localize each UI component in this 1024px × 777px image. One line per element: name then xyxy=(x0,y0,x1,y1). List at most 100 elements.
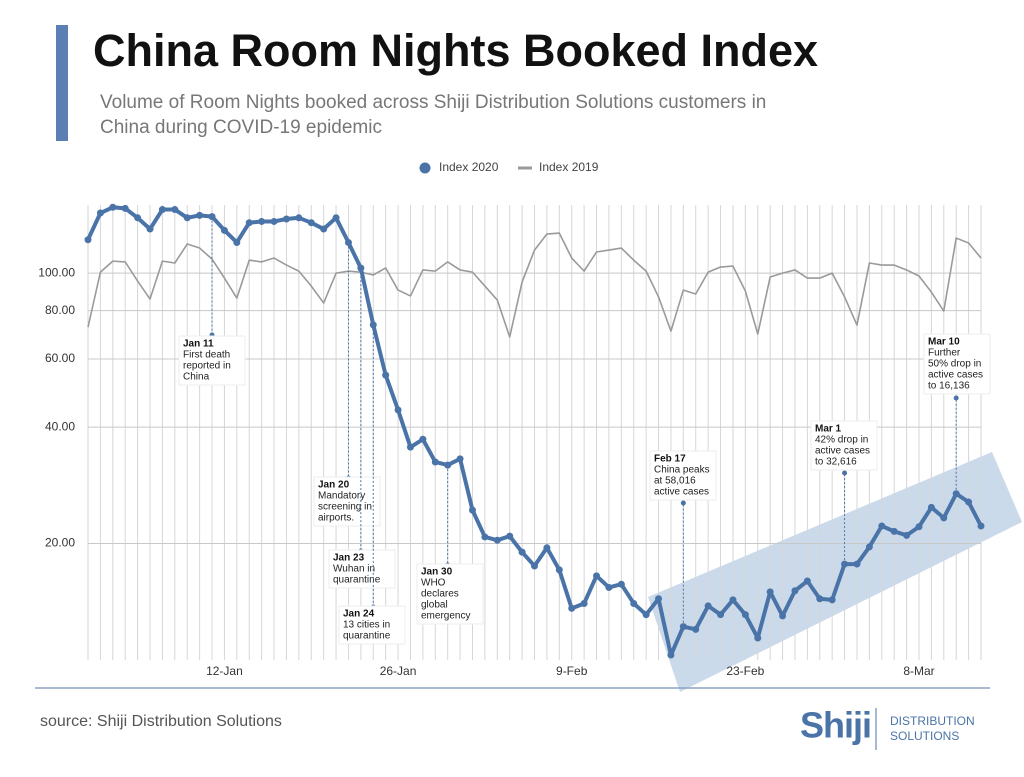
y-tick-label: 40.00 xyxy=(45,419,75,433)
point xyxy=(555,566,563,574)
annotation-text: China xyxy=(183,372,210,383)
annotation-text: 42% drop in xyxy=(815,435,868,446)
point xyxy=(593,572,601,580)
point xyxy=(431,458,439,466)
point xyxy=(468,506,476,514)
x-tick-label: 9-Feb xyxy=(556,664,588,678)
chart-subtitle: China during COVID-19 epidemic xyxy=(100,117,382,138)
point xyxy=(134,214,142,222)
point xyxy=(915,523,923,531)
annotation-box xyxy=(923,333,991,395)
point xyxy=(481,533,489,541)
point xyxy=(791,587,799,595)
point xyxy=(258,217,266,225)
annotation-text: quarantine xyxy=(343,631,391,642)
annotation-dot xyxy=(680,500,686,506)
annotation-text: airports. xyxy=(318,513,354,524)
chart-title: China Room Nights Booked Index xyxy=(93,25,818,76)
point xyxy=(605,583,613,591)
point xyxy=(394,406,402,414)
annotation-title: Mar 1 xyxy=(815,424,842,435)
point xyxy=(803,577,811,585)
point xyxy=(171,206,179,214)
point xyxy=(617,580,625,588)
logo-text: SOLUTIONS xyxy=(890,729,959,743)
annotation-title: Jan 23 xyxy=(333,553,365,564)
point xyxy=(295,214,303,222)
annotation-text: active cases xyxy=(815,446,870,457)
point xyxy=(965,498,973,506)
point xyxy=(506,532,514,540)
point xyxy=(816,595,824,603)
x-tick-label: 8-Mar xyxy=(903,664,934,678)
annotation-title: Feb 17 xyxy=(654,454,686,465)
point xyxy=(109,203,117,211)
annotation-title: Jan 30 xyxy=(421,567,453,578)
point xyxy=(245,219,253,227)
annotation-text: WHO xyxy=(421,578,446,589)
point xyxy=(865,543,873,551)
point xyxy=(704,602,712,610)
point xyxy=(531,562,538,570)
x-tick-label: 26-Jan xyxy=(380,664,417,678)
point xyxy=(233,238,241,246)
legend-label: Index 2020 xyxy=(439,160,499,174)
point xyxy=(543,544,551,552)
point xyxy=(406,443,414,451)
source: source: Shiji Distribution Solutions xyxy=(40,713,282,730)
point xyxy=(741,611,749,619)
annotation-text: active cases xyxy=(654,487,709,498)
x-tick-label: 23-Feb xyxy=(726,664,764,678)
point xyxy=(853,560,861,568)
annotation-text: reported in xyxy=(183,361,231,372)
point xyxy=(419,435,427,443)
point xyxy=(158,206,166,214)
y-tick-label: 60.00 xyxy=(45,351,75,365)
point xyxy=(630,599,638,607)
annotation-text: declares xyxy=(421,589,459,600)
annotation-text: emergency xyxy=(421,611,470,622)
annotation-text: Mandatory xyxy=(318,491,365,502)
point xyxy=(220,226,228,234)
point xyxy=(282,215,290,223)
annotation-title: Mar 10 xyxy=(928,337,960,348)
annotation-box xyxy=(178,335,246,386)
annotation-title: Jan 24 xyxy=(343,609,375,620)
y-tick-label: 20.00 xyxy=(45,536,75,550)
chart-subtitle: Volume of Room Nights booked across Shij… xyxy=(100,92,766,113)
point xyxy=(121,204,129,212)
point xyxy=(890,527,898,535)
point xyxy=(779,612,787,620)
point xyxy=(270,217,278,225)
point xyxy=(146,225,154,233)
point xyxy=(493,536,501,544)
point xyxy=(903,531,911,539)
annotation-text: global xyxy=(421,600,448,611)
point xyxy=(382,371,390,379)
point xyxy=(667,651,675,659)
point xyxy=(183,214,191,222)
y-tick-label: 100.00 xyxy=(38,265,75,279)
annotation-box xyxy=(338,605,406,645)
point xyxy=(828,596,836,604)
annotation-title: Jan 20 xyxy=(318,480,350,491)
y-tick-label: 80.00 xyxy=(45,303,75,317)
annotation-box xyxy=(313,476,381,527)
annotation-text: to 16,136 xyxy=(928,381,970,392)
annotation-box xyxy=(649,450,717,501)
annotation-title: Jan 11 xyxy=(183,339,214,350)
point xyxy=(518,548,526,556)
logo: Shiji xyxy=(800,705,871,746)
point xyxy=(580,599,588,607)
annotation-text: 50% drop in xyxy=(928,359,981,370)
point xyxy=(878,522,886,530)
point xyxy=(196,211,204,219)
point xyxy=(456,455,464,463)
point xyxy=(84,236,92,244)
annotation-text: screening in xyxy=(318,502,372,513)
point xyxy=(655,595,663,603)
annotation-text: to 32,616 xyxy=(815,457,857,468)
point xyxy=(927,503,935,511)
